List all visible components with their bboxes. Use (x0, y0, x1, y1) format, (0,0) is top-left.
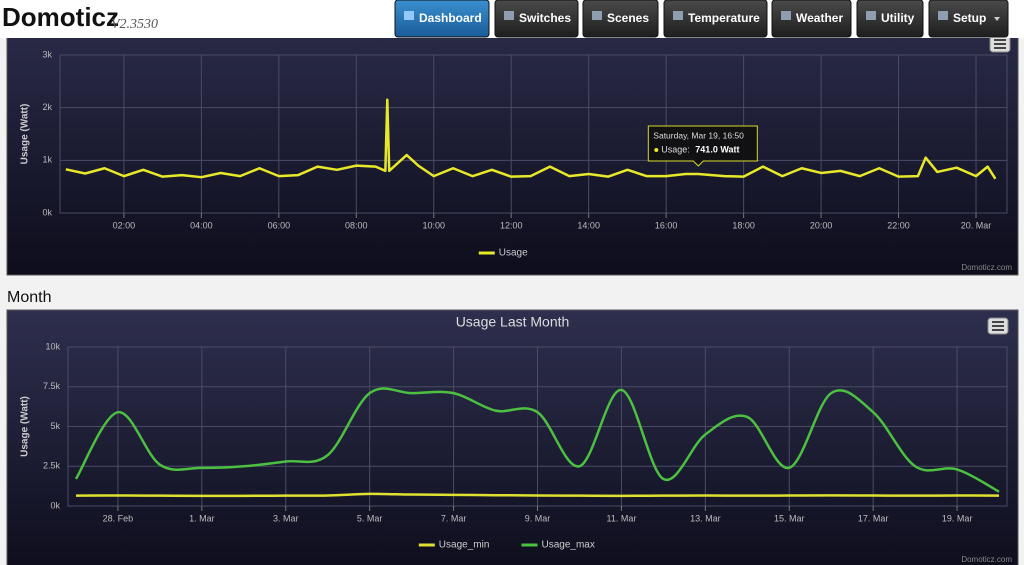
y-tick-label: 1k (42, 155, 52, 165)
tooltip-label: Usage: (661, 144, 690, 154)
version: V2.3530 (111, 17, 158, 32)
legend-label: Usage_max (542, 540, 595, 551)
nav-icon (504, 11, 514, 20)
x-tick-label: 10:00 (422, 220, 445, 230)
caret (994, 17, 1000, 21)
section-title: Month (7, 289, 51, 306)
x-tick-label: 3. Mar (273, 513, 299, 523)
x-tick-label: 28. Feb (103, 513, 134, 523)
x-tick-label: 17. Mar (858, 513, 889, 523)
logo: Domoticz (2, 2, 119, 32)
x-tick-label: 18:00 (732, 220, 755, 230)
y-tick-label: 2k (42, 102, 52, 112)
y-tick-label: 0k (50, 500, 60, 510)
charts: 0k 1k 2k 3k 02:00 04:00 06:00 08:00 10:00 12:00 14… (20, 35, 1012, 564)
tooltip-title: Saturday, Mar 19, 16:50 (653, 130, 744, 140)
chart-panel (6, 309, 1019, 565)
y-tick-label: 2.5k (43, 461, 61, 471)
x-tick-label: 12:00 (500, 220, 523, 230)
y-tick-label: 7.5k (43, 381, 61, 391)
y-tick-label: 5k (50, 421, 60, 431)
legend-label: Usage_min (439, 540, 490, 551)
legend-label: Usage (499, 248, 528, 259)
nav-label[interactable]: Dashboard (419, 11, 482, 25)
credits: Domoticz.com (961, 555, 1012, 564)
x-tick-label: 16:00 (655, 220, 678, 230)
nav-button[interactable] (394, 0, 490, 38)
nav-icon (938, 11, 948, 20)
x-tick-label: 04:00 (190, 220, 213, 230)
nav-label[interactable]: Weather (796, 11, 843, 25)
nav-label[interactable]: Setup (953, 11, 986, 25)
x-tick-label: 7. Mar (441, 513, 467, 523)
x-tick-label: 20:00 (810, 220, 833, 230)
nav-label[interactable]: Scenes (607, 11, 649, 25)
x-tick-label: 08:00 (345, 220, 368, 230)
tooltip-box (647, 125, 758, 167)
x-tick-label: 06:00 (268, 220, 291, 230)
x-tick-label: 9. Mar (525, 513, 551, 523)
y-tick-label: 10k (45, 341, 60, 351)
y-tick-label: 3k (42, 49, 52, 59)
tooltip-value: 741.0 Watt (695, 144, 739, 154)
x-tick-label: 14:00 (577, 220, 600, 230)
nav-button[interactable] (928, 0, 1009, 38)
nav-icon (866, 11, 876, 20)
x-tick-label: 1. Mar (189, 513, 215, 523)
nav-label[interactable]: Temperature (688, 11, 760, 25)
nav-icon (404, 11, 414, 20)
x-tick-label: 13. Mar (690, 513, 721, 523)
nav-icon (673, 11, 683, 20)
y-axis-label: Usage (Watt) (20, 396, 31, 457)
series-line (74, 387, 1000, 493)
chart-title: Usage Last Month (456, 314, 570, 330)
y-tick-label: 0k (42, 207, 52, 217)
nav-button[interactable] (663, 0, 768, 38)
x-tick-label: 19. Mar (942, 513, 973, 523)
series-line (65, 98, 997, 180)
x-tick-label: 11. Mar (606, 513, 636, 523)
credits: Domoticz.com (961, 263, 1012, 272)
tooltip-dot (654, 148, 659, 152)
y-axis-label: Usage (Watt) (20, 104, 31, 165)
nav-button[interactable] (771, 0, 852, 38)
x-tick-label: 22:00 (887, 220, 910, 230)
nav-button[interactable] (856, 0, 924, 38)
series-line (75, 492, 1000, 498)
x-tick-label: 15. Mar (774, 513, 805, 523)
header: Domoticz V2.3530 Dashboard Switches Scenes… (0, 0, 1024, 38)
nav-label[interactable]: Switches (519, 11, 571, 25)
nav-label[interactable]: Utility (881, 11, 915, 25)
x-tick-label: 5. Mar (357, 513, 383, 523)
x-tick-label: 02:00 (113, 220, 136, 230)
nav-button[interactable] (494, 0, 579, 38)
chart-panel (6, 0, 1019, 276)
nav-icon (592, 11, 602, 20)
nav-icon (781, 11, 791, 20)
nav-button[interactable] (582, 0, 659, 38)
x-tick-label: 20. Mar (961, 220, 992, 230)
